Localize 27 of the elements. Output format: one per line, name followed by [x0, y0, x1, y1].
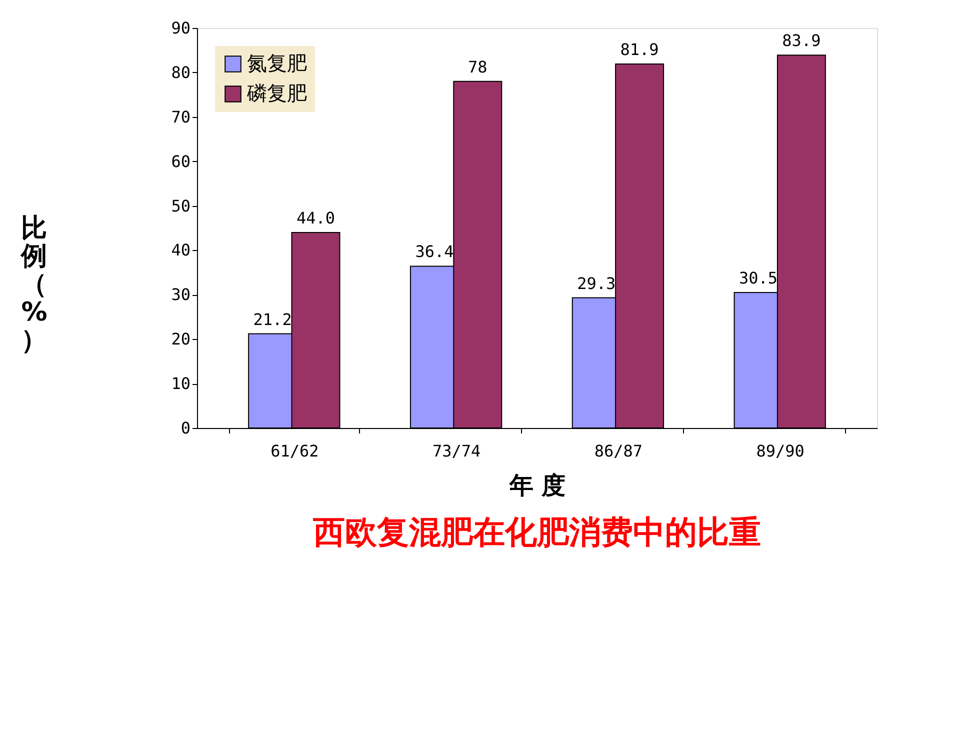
y-tick-label: 0: [180, 418, 190, 438]
y-axis-title: 比例（%）: [20, 214, 48, 356]
text: 西欧复混肥在化肥消费中的比重: [312, 513, 761, 551]
x-tick-label: 89/90: [756, 442, 804, 460]
y-tick-label: 20: [171, 330, 190, 349]
data-label: 78: [468, 57, 488, 76]
y-tick-label: 60: [171, 152, 190, 171]
data-label: 30.5: [739, 268, 778, 288]
y-tick-label: 30: [171, 285, 190, 304]
data-label: 29.3: [577, 274, 616, 293]
y-tick-label: 40: [171, 240, 190, 260]
y-tick-label: 80: [171, 62, 190, 82]
legend-label: 氮复肥: [247, 51, 307, 75]
data-label: 83.9: [782, 31, 821, 50]
y-tick-label: 90: [171, 18, 190, 38]
x-tick-label: 61/62: [270, 442, 319, 460]
data-label: 81.9: [620, 40, 659, 59]
data-label: 36.4: [415, 242, 454, 262]
y-tick-label: 10: [171, 374, 190, 394]
x-tick-label: 73/74: [432, 442, 481, 460]
data-label: 44.0: [296, 208, 335, 228]
x-axis-title: 年 度: [508, 472, 566, 500]
y-tick-label: 50: [171, 196, 190, 216]
data-label: 21.2: [253, 310, 292, 329]
legend-label: 磷复肥: [246, 81, 307, 105]
x-tick-label: 86/87: [594, 442, 643, 460]
y-tick-label: 70: [171, 107, 190, 126]
